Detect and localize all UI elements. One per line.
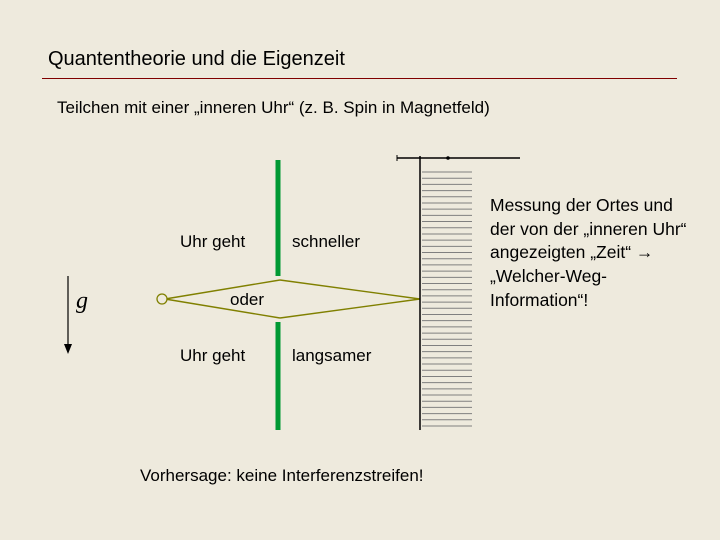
label-uhr-geht-bottom: Uhr geht <box>180 346 245 366</box>
g-label: g <box>76 288 88 315</box>
right-explanation: Messung der Ortes und der von der „inner… <box>490 194 700 312</box>
label-uhr-geht-top: Uhr geht <box>180 232 245 252</box>
label-oder: oder <box>230 290 264 310</box>
prediction-text: Vorhersage: keine Interferenzstreifen! <box>140 466 424 486</box>
label-schneller: schneller <box>292 232 360 252</box>
label-langsamer: langsamer <box>292 346 371 366</box>
